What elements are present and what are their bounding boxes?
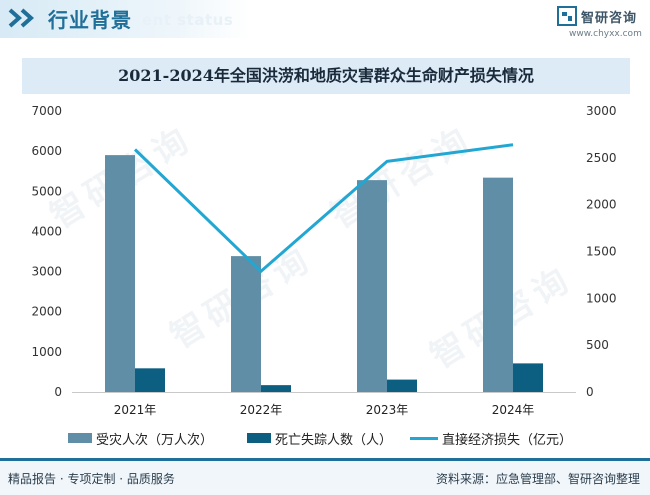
- bar-affected: [105, 155, 135, 392]
- y-left-tick-label: 1000: [31, 345, 62, 359]
- y-left-tick-label: 5000: [31, 184, 62, 198]
- y-left-tick-label: 0: [54, 385, 62, 399]
- y-left-tick-label: 7000: [31, 104, 62, 118]
- bar-affected: [231, 256, 261, 392]
- chart-title-band: [22, 58, 630, 94]
- x-tick-label: 2021年: [114, 403, 157, 417]
- legend-line-loss: [410, 437, 438, 440]
- brand-logo: 智研咨询 www.chyxx.com: [557, 6, 647, 46]
- bar-deaths: [387, 379, 417, 392]
- y-left-tick-label: 4000: [31, 224, 62, 238]
- legend-label-affected: 受灾人次（万人次）: [96, 433, 214, 448]
- y-left-tick-label: 2000: [31, 305, 62, 319]
- bar-affected: [357, 180, 387, 392]
- footer-bar: 精品报告 · 专项定制 · 品质服务 资料来源：应急管理部、智研咨询整理: [0, 458, 650, 495]
- logo-url: www.chyxx.com: [569, 29, 642, 39]
- legend-label-loss: 直接经济损失（亿元）: [442, 433, 573, 448]
- y-left-tick-label: 3000: [31, 265, 62, 279]
- x-tick-label: 2024年: [492, 403, 535, 417]
- x-tick-label: 2023年: [366, 403, 409, 417]
- y-left-tick-label: 6000: [31, 144, 62, 158]
- header-title: 行业背景: [48, 8, 132, 32]
- header-background: [0, 0, 250, 38]
- logo-name: 智研咨询: [581, 11, 638, 26]
- chevron-right-icon: [8, 8, 35, 28]
- y-right-tick-label: 500: [586, 338, 609, 352]
- legend-swatch-affected: [68, 433, 92, 443]
- header-subtitle: ent status: [142, 11, 234, 29]
- line-direct-loss: [133, 143, 514, 273]
- y-right-tick-label: 3000: [586, 104, 617, 118]
- bar-deaths: [513, 363, 543, 392]
- y-right-tick-label: 2000: [586, 198, 617, 212]
- x-tick-label: 2022年: [240, 403, 283, 417]
- legend-swatch-deaths: [247, 433, 271, 443]
- header-bar: ent status 行业背景 智研咨询 www.chyxx.com: [0, 0, 650, 50]
- footer-slogan: 精品报告 · 专项定制 · 品质服务: [8, 472, 175, 486]
- legend: 受灾人次（万人次） 死亡失踪人数（人） 直接经济损失（亿元）: [0, 428, 650, 448]
- chart-title: 2021-2024年全国洪涝和地质灾害群众生命财产损失情况: [118, 66, 534, 85]
- y-right-tick-label: 0: [586, 385, 594, 399]
- legend-label-deaths: 死亡失踪人数（人）: [275, 433, 393, 448]
- logo-icon: [557, 6, 577, 26]
- y-right-tick-label: 1500: [586, 245, 617, 259]
- y-right-tick-label: 1000: [586, 291, 617, 305]
- footer-source: 资料来源：应急管理部、智研咨询整理: [435, 472, 640, 486]
- bar-deaths: [135, 368, 165, 392]
- bar-affected: [483, 177, 513, 392]
- bar-deaths: [261, 385, 291, 392]
- y-right-tick-label: 2500: [586, 151, 617, 165]
